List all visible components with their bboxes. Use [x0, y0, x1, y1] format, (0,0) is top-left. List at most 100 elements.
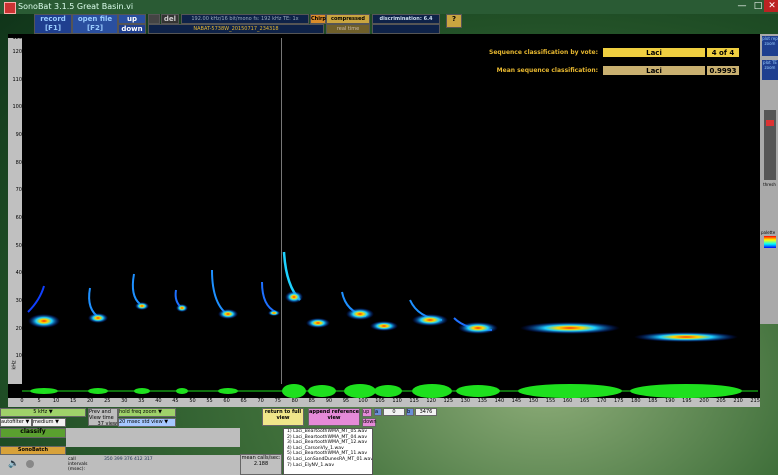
x-tick-label: 135 — [477, 398, 488, 404]
x-tick-label: 15 — [69, 398, 77, 404]
bottom-info-bar — [0, 455, 240, 475]
discrimination-slider[interactable] — [372, 24, 440, 34]
x-tick-label: 45 — [172, 398, 179, 404]
mean-value: 0.9993 — [706, 65, 740, 76]
x-tick-label: 130 — [460, 398, 471, 404]
field-a-label: a — [374, 408, 382, 416]
palette-swatch[interactable] — [764, 236, 776, 248]
x-tick-label: 120 — [426, 398, 436, 404]
discrimination-label: discrimination: — [379, 16, 422, 22]
autofilter-value: autofilter — [1, 419, 24, 425]
y-tick-label: 30 — [15, 297, 22, 304]
vote-count: 4 of 4 — [706, 47, 740, 58]
time-cursor[interactable] — [281, 38, 282, 384]
close-button[interactable]: ✕ — [764, 0, 778, 12]
classify-button[interactable]: classify — [0, 428, 66, 438]
app-icon — [4, 2, 16, 14]
call-10 — [453, 317, 498, 334]
list-item[interactable]: 1) Laci_BeartoothWMA_MT_05.wav — [287, 429, 368, 434]
sonobatch-button[interactable]: SonoBatch — [0, 446, 66, 455]
mean-calls-box: mean calls/sec: 2.188 — [240, 454, 282, 475]
medium-value: medium — [33, 419, 54, 425]
mean-calls-value: 2.188 — [253, 461, 269, 467]
prev-next-view-time[interactable]: Prev and View time 37 view — [88, 408, 118, 427]
return-full-view-button[interactable]: return to full view — [262, 408, 304, 426]
y-tick-label: 110 — [12, 76, 22, 83]
field-a-input[interactable]: 0 — [383, 408, 405, 416]
y-tick-label: 10 — [15, 353, 22, 360]
open-file-button[interactable]: open file [F2] — [72, 14, 118, 34]
y-tick-label: 70 — [15, 187, 22, 194]
x-tick-label: 145 — [511, 398, 522, 404]
record-button[interactable]: record [F1] — [34, 14, 72, 34]
up-ref-button[interactable]: up — [362, 408, 372, 417]
y-tick-label: 40 — [15, 270, 22, 277]
reference-file-list[interactable]: 1) Laci_BeartoothWMA_MT_05.wav 2) Laci_B… — [283, 428, 373, 475]
call-1 — [27, 285, 60, 328]
x-tick-label: 195 — [682, 398, 692, 404]
append-reference-view-button[interactable]: append reference view — [308, 408, 360, 426]
x-tick-label: 165 — [579, 398, 590, 404]
call-2 — [88, 287, 108, 323]
threshold-label: thresh — [763, 182, 776, 187]
compressed-toggle[interactable]: compressed — [326, 14, 370, 24]
down-button[interactable]: down — [118, 24, 146, 34]
hold-freq-zoom-select[interactable]: hold freq zoom ▼ — [118, 408, 176, 417]
khz-select[interactable]: 5 kHz ▼ — [0, 408, 86, 417]
down-ref-button[interactable]: down — [362, 418, 377, 427]
x-tick-label: 10 — [52, 398, 60, 404]
autofilter-select[interactable]: autofilter ▼ — [0, 418, 32, 427]
call-5 — [211, 269, 238, 319]
palette-label: palette — [761, 230, 776, 235]
call-12 — [634, 332, 738, 342]
del-toggle[interactable] — [148, 14, 160, 24]
threshold-slider[interactable] — [764, 110, 776, 180]
x-tick-label: 40 — [155, 398, 162, 404]
call-intervals-values: 350 399 376 412 317 — [104, 457, 153, 462]
play-indicator[interactable] — [26, 460, 34, 468]
x-tick-label: 65 — [240, 398, 247, 404]
spectrogram-plot[interactable] — [22, 38, 758, 384]
maximize-button[interactable]: □ — [753, 1, 763, 11]
y-tick-label: 125 — [12, 35, 22, 41]
x-tick-label: 190 — [665, 398, 675, 404]
list-item[interactable]: 3) Laci_BeartoothWMA_MT_12.wav — [287, 440, 368, 446]
waveform[interactable] — [22, 384, 758, 398]
vote-species: Laci — [602, 47, 706, 58]
x-tick-label: 105 — [375, 398, 385, 404]
list-item[interactable]: 4) Laci_CarsonVly_1.wav — [287, 445, 344, 451]
x-tick-label: 160 — [562, 398, 573, 404]
file-name-display: NABAT-5738W_20150717_234318 — [148, 24, 324, 34]
help-button[interactable]: ? — [446, 14, 462, 28]
minimize-button[interactable]: — — [737, 1, 747, 11]
realtime-toggle[interactable]: real time — [326, 24, 370, 34]
x-tick-label: 205 — [716, 398, 726, 404]
list-item[interactable]: 5) Laci_BeartoothWMA_MT_11.wav — [287, 451, 368, 457]
mean-label: Mean sequence classification: — [496, 67, 598, 74]
medium-select[interactable]: medium ▼ — [32, 418, 66, 427]
call-intervals-label: call intervals (msec): — [68, 457, 88, 472]
list-item[interactable]: 2) Laci_BeartoothWMA_MT_04.wav — [287, 434, 368, 440]
field-b-input[interactable]: 3476 — [415, 408, 437, 416]
chirp-button[interactable]: Chirp — [310, 14, 326, 24]
window-title: SonoBat 3.1.5 Great Basin.vi — [18, 2, 134, 11]
plot-te-zoom-button[interactable]: plot TE zoom — [762, 60, 778, 80]
x-tick-label: 75 — [274, 398, 281, 404]
y-tick-label: 100 — [12, 104, 22, 111]
list-item[interactable]: 7) Laci_ElyNV_1.wav — [287, 462, 335, 468]
del-button[interactable]: del — [161, 14, 179, 24]
y-tick-label: 50 — [15, 242, 22, 249]
call-9 — [409, 299, 448, 326]
slider-handle[interactable] — [766, 120, 774, 126]
x-tick-label: 0 — [20, 398, 24, 404]
plot-rep-zoom-button[interactable]: plot rep zoom — [762, 36, 778, 56]
x-tick-label: 85 — [308, 398, 316, 404]
speaker-icon[interactable]: 🔈 — [8, 459, 20, 469]
title-bar — [0, 0, 778, 14]
x-tick-label: 185 — [648, 398, 658, 404]
results-area — [66, 428, 240, 447]
up-button[interactable]: up — [118, 14, 146, 24]
list-item[interactable]: 6) Laci_LonSandDunesRA_MT_01.wav — [287, 456, 373, 462]
msec-view-select[interactable]: 20 msec std view ▼ — [118, 418, 176, 427]
view-time-value: 37 view — [97, 421, 117, 427]
